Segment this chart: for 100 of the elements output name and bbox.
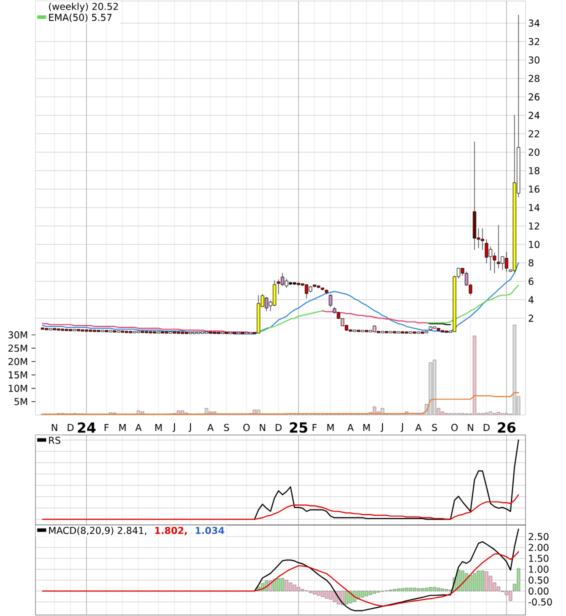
y-tick-label: 1.50 — [529, 554, 548, 562]
x-tick-label: J — [400, 423, 403, 432]
bar — [472, 573, 476, 592]
candlestick — [308, 286, 312, 293]
bar — [332, 590, 336, 602]
bar — [296, 587, 300, 592]
y-tick-label: 18 — [529, 167, 540, 174]
x-tick-label: N — [468, 424, 474, 431]
bar — [496, 586, 500, 592]
y-tick-label: 14 — [529, 204, 540, 211]
bar — [408, 588, 412, 592]
bar — [476, 570, 480, 592]
x-tick-label: D — [68, 424, 74, 431]
x-tick-label: 26 — [498, 422, 516, 433]
y-tick-label: 28 — [528, 74, 540, 82]
bar — [464, 573, 468, 592]
bar — [368, 590, 372, 595]
bar — [344, 590, 348, 604]
x-tick-label: M — [327, 424, 334, 431]
x-tick-label: F — [312, 424, 317, 431]
y-tick-label: 0.50 — [528, 576, 548, 584]
y-tick-label: 26 — [528, 93, 540, 100]
x-tick-label: O — [451, 424, 458, 432]
text: 1.802, — [155, 526, 187, 536]
x-tick-label: A — [415, 424, 422, 431]
y-tick-label: 20 — [528, 148, 540, 156]
bar — [460, 570, 464, 592]
x-tick-label: M — [119, 424, 126, 431]
bar — [420, 588, 424, 592]
candlestick — [512, 114, 516, 272]
y-tick-label: 4 — [528, 296, 534, 304]
bar — [360, 590, 364, 598]
bar — [320, 590, 324, 597]
y-tick-label: 34 — [528, 20, 540, 27]
candlestick — [436, 328, 440, 331]
bar — [328, 590, 332, 600]
bar — [416, 588, 420, 592]
bar — [488, 576, 492, 592]
legend-label: RS — [49, 436, 60, 444]
bar — [432, 587, 436, 592]
y2-tick-label: 20M — [8, 358, 28, 366]
y-tick-label: 2.50 — [528, 532, 548, 540]
bar — [404, 588, 408, 592]
bar — [412, 588, 416, 592]
candlestick — [328, 294, 332, 308]
candlestick — [292, 282, 296, 286]
y-tick-label: 16 — [529, 186, 540, 193]
y2-tick-label: 30M — [8, 331, 28, 338]
bar — [316, 590, 320, 596]
bar — [312, 590, 316, 594]
y-tick-label: 24 — [528, 112, 540, 119]
x-tick-label: M — [363, 424, 370, 431]
y2-tick-label: 15M — [8, 371, 28, 378]
bar — [436, 588, 440, 592]
y-tick-label: 12 — [529, 222, 540, 230]
x-tick-label: A — [347, 424, 354, 431]
y2-tick-label: 5M — [14, 398, 28, 406]
bar — [372, 590, 376, 594]
x-tick-label: 24 — [78, 422, 96, 433]
bar — [484, 571, 488, 592]
bar — [440, 588, 444, 592]
x-tick-label: A — [207, 424, 214, 431]
x-tick-label: M — [155, 424, 162, 431]
candlestick — [272, 280, 276, 306]
y-tick-label: -0.50 — [528, 598, 552, 606]
y-tick-label: 30 — [528, 56, 540, 64]
x-tick-label: N — [52, 424, 58, 431]
y-tick-label: 8 — [528, 259, 534, 266]
y-tick-label: 22 — [528, 130, 540, 138]
x-tick-label: J — [172, 423, 175, 432]
y-tick-label: 2 — [528, 314, 534, 322]
candlestick — [488, 246, 492, 271]
y-tick-label: 6 — [528, 278, 534, 285]
text: EMA(50) 5.57 — [49, 14, 112, 22]
bar — [428, 587, 432, 592]
legend-title: (weekly) 20.52 — [49, 2, 118, 12]
bar — [276, 578, 280, 592]
legend-label: MACD(8,20,9) 2.841, — [49, 526, 146, 536]
bar — [284, 580, 288, 592]
x-tick-label: D — [484, 424, 490, 431]
y-tick-label: 10 — [529, 240, 540, 248]
candlestick — [504, 252, 508, 272]
x-tick-label: S — [224, 424, 229, 432]
bar — [324, 590, 328, 599]
x-tick-label: A — [135, 424, 142, 431]
y-tick-label: 0.00 — [528, 587, 548, 595]
bar — [480, 570, 484, 592]
candlestick — [472, 141, 476, 250]
y-tick-label: 1.00 — [529, 566, 548, 573]
x-tick-label: 25 — [290, 422, 308, 433]
bar — [424, 588, 428, 592]
x-tick-label: J — [188, 423, 191, 432]
bar — [468, 574, 472, 592]
bar — [516, 568, 520, 592]
x-tick-label: N — [260, 424, 266, 431]
bar — [292, 584, 296, 592]
candlestick — [288, 282, 292, 286]
candlestick — [312, 284, 316, 288]
bar — [364, 590, 368, 596]
candlestick — [324, 288, 328, 294]
